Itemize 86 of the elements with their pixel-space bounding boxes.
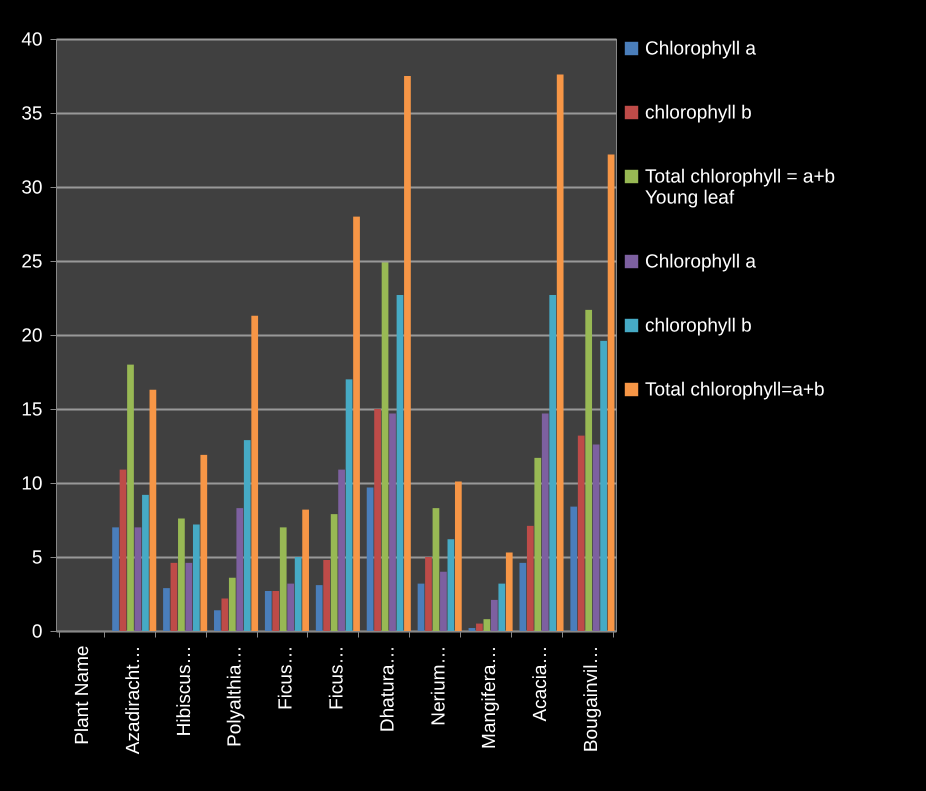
bar [498,584,506,631]
bar [519,562,526,631]
x-tick-label: Dhatura… [377,646,398,732]
y-tick-label: 40 [21,30,42,50]
bar [506,552,513,631]
bar [134,527,142,631]
bar [549,295,556,631]
bar [454,482,462,631]
x-tick-label: Polyalthia… [224,646,246,747]
legend-label: Chlorophyll a [645,38,756,60]
legend-label: chlorophyll b [645,102,752,124]
x-tick-label: Ficus… [276,646,297,710]
bar [526,526,534,631]
y-tick-label: 10 [21,474,42,494]
legend-label: Total chlorophyll=a+b [645,380,825,400]
bar [214,610,221,631]
bar [353,216,360,631]
bar [330,514,338,631]
bar [163,588,170,631]
bar [244,440,251,631]
bar [476,624,483,631]
bar [287,584,294,631]
bar [608,154,614,631]
bar [418,584,424,631]
bar [490,600,498,631]
x-tick-label: Plant Name [72,646,93,745]
bar [150,390,156,631]
bar [280,527,287,631]
bar [338,470,345,631]
x-tick-label: Hibiscus… [174,646,195,736]
x-tick-label: Acacia… [530,646,552,722]
bar [120,470,126,631]
x-tick-label: Ficus… [326,646,348,710]
bar [200,454,208,631]
bar [366,487,374,631]
bar [556,74,564,631]
bar [178,518,185,631]
bar [404,76,411,631]
bar [127,364,134,631]
y-tick-label: 30 [21,178,42,198]
bar [323,560,330,631]
bar [236,508,244,631]
y-tick-label: 35 [21,104,42,124]
legend-label: Total chlorophyll = a+b Young leaf [645,166,836,208]
bar [600,340,607,631]
bar [294,557,302,631]
legend-label: chlorophyll b [645,316,752,336]
bar [432,508,440,631]
bar [534,458,542,631]
bar [186,562,192,631]
x-tick-label: Bougainvil… [581,646,602,752]
bar [389,413,396,631]
y-tick-label: 0 [32,622,42,642]
y-tick-label: 25 [21,252,42,272]
x-tick-label: Mangifera… [479,646,500,749]
bar [585,310,592,631]
bar [346,379,352,631]
bar [570,506,578,631]
bar [578,436,585,631]
bar [221,598,228,631]
bar [382,262,388,631]
bar [542,413,549,631]
bar [228,578,236,631]
legend-label: Chlorophyll a [645,252,756,272]
bar [112,527,119,631]
y-tick-label: 20 [21,326,42,346]
bar [425,557,432,631]
bar [374,409,381,631]
x-tick-label: Azadiracht… [122,646,144,754]
bar [272,591,280,631]
y-tick-label: 5 [32,548,42,568]
x-tick-label: Nerium… [428,646,450,726]
bar [448,539,454,631]
bar [484,619,490,631]
bar [264,591,272,631]
bar [142,494,149,631]
bar [316,585,323,631]
bar [396,295,404,631]
bar [251,316,258,631]
y-tick-label: 15 [21,400,42,420]
bar [170,562,178,631]
bar [468,628,476,631]
bar [592,444,600,631]
bar [302,510,309,631]
bar [192,524,200,631]
bar [440,572,447,631]
